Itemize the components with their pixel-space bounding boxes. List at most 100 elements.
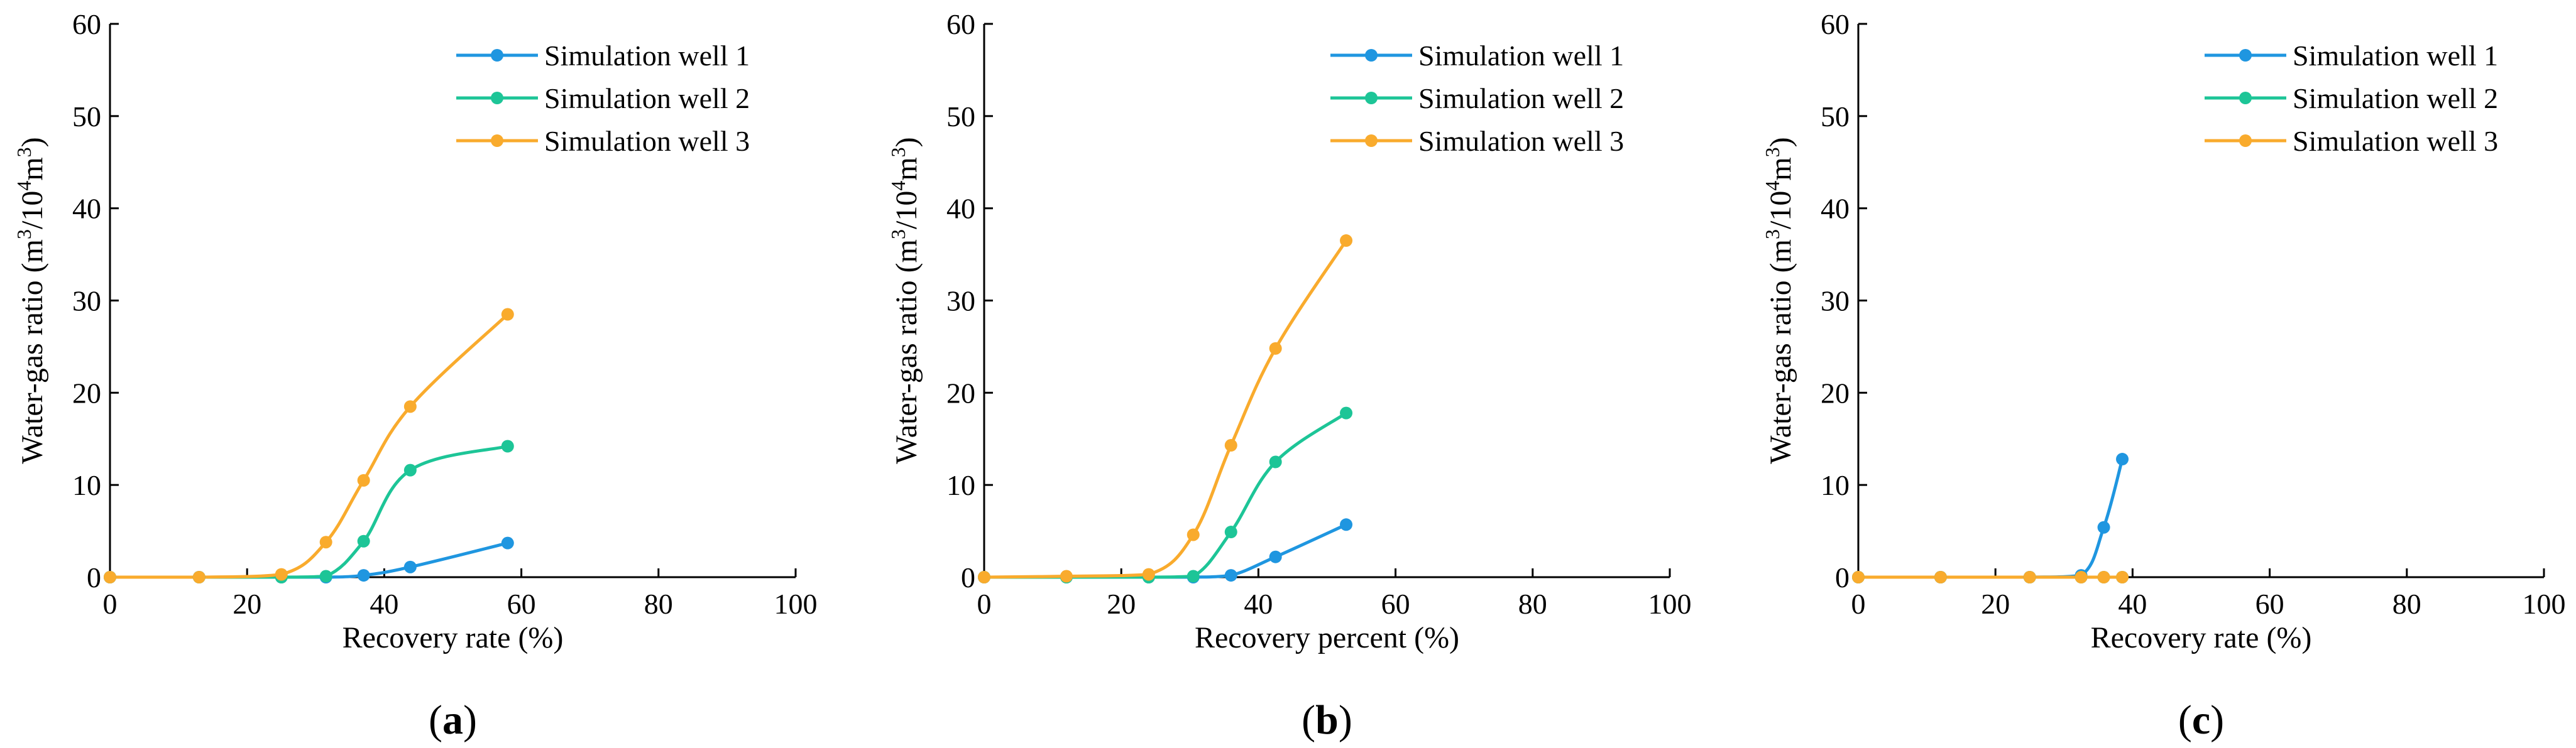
y-axis-label: Water-gas ratio (m3/104m3)	[887, 137, 923, 463]
data-point-well-3	[501, 308, 514, 321]
x-tick-label: 0	[1851, 588, 1866, 620]
data-point-well-1	[2116, 453, 2129, 466]
legend-item-well-2: Simulation well 2	[2205, 82, 2498, 114]
data-point-well-1	[403, 560, 417, 573]
legend-item-well-2: Simulation well 2	[456, 82, 750, 114]
legend-label: Simulation well 2	[544, 82, 750, 114]
legend-item-well-2: Simulation well 2	[1330, 82, 1624, 114]
y-axis-label-part: )	[16, 137, 49, 147]
data-point-well-3	[1269, 342, 1282, 355]
y-axis-label: Water-gas ratio (m3/104m3)	[1761, 137, 1797, 463]
y-tick-label: 20	[1821, 377, 1850, 409]
series-line-well-3	[982, 239, 1348, 579]
data-point-well-3	[403, 400, 417, 413]
legend-marker	[2239, 92, 2252, 104]
data-point-well-1	[1269, 550, 1282, 563]
x-tick-label: 100	[2523, 588, 2566, 620]
y-axis-label-part: m	[890, 157, 923, 180]
panel-label-letter: c	[2192, 697, 2210, 743]
legend-marker	[491, 134, 503, 147]
series-line-well-1	[982, 523, 1348, 579]
x-tick-label: 100	[774, 588, 818, 620]
y-tick-label: 0	[1835, 561, 1850, 594]
data-point-well-3	[1852, 571, 1865, 583]
y-tick-label: 50	[1821, 100, 1850, 133]
data-point-well-1	[2097, 521, 2110, 534]
series-line-well-2	[982, 411, 1348, 579]
x-tick-label: 80	[644, 588, 673, 620]
data-point-well-3	[1934, 571, 1947, 583]
data-point-well-3	[2116, 571, 2129, 583]
legend-item-well-1: Simulation well 1	[456, 40, 750, 72]
y-tick-label: 10	[1821, 469, 1850, 501]
y-tick-label: 50	[72, 100, 101, 133]
data-point-well-3	[2023, 571, 2036, 583]
y-axis-label-part: /10	[1764, 191, 1797, 229]
legend-label: Simulation well 3	[544, 125, 750, 157]
y-axis-label-part: /10	[890, 191, 923, 229]
y-axis-label-part: Water-gas ratio (m	[16, 239, 49, 464]
x-tick-label: 20	[233, 588, 261, 620]
data-point-well-2	[403, 463, 417, 477]
data-point-well-3	[1340, 234, 1353, 247]
y-axis-label-part: )	[890, 137, 923, 147]
series-line-well-3	[108, 313, 510, 579]
y-axis-label-superscript: 3	[887, 147, 909, 157]
data-point-well-3	[1060, 570, 1073, 583]
y-tick-label: 50	[946, 100, 975, 133]
data-point-well-2	[1269, 455, 1282, 469]
y-axis-label-part: m	[16, 157, 49, 180]
y-tick-label: 10	[72, 469, 101, 501]
data-point-well-2	[501, 440, 514, 453]
y-axis-label: Water-gas ratio (m3/104m3)	[13, 137, 49, 463]
y-tick-label: 30	[72, 285, 101, 317]
panel-label: (c)	[2178, 697, 2224, 743]
y-axis-label-part: )	[1764, 137, 1797, 147]
data-point-well-3	[978, 571, 990, 583]
chart-panel-c: 0 10 20 30 40 50 60 0 20 40 60 80 100 Recovery rate (…	[1761, 8, 2566, 743]
y-axis-label-superscript: 3	[13, 147, 35, 157]
y-tick-label: 40	[946, 193, 975, 225]
legend-marker	[1365, 134, 1378, 147]
chart-panel-b: 0 10 20 30 40 50 60 0 20 40 60 80 100 Recovery percen…	[887, 8, 1692, 743]
data-point-well-3	[357, 474, 370, 487]
legend-marker	[491, 49, 503, 62]
x-axis-label: Recovery percent (%)	[1195, 621, 1459, 654]
data-point-well-3	[319, 536, 332, 549]
y-axis-label-part: /10	[16, 191, 49, 229]
data-point-well-1	[357, 569, 370, 582]
x-tick-label: 40	[2118, 588, 2147, 620]
legend-label: Simulation well 3	[2293, 125, 2498, 157]
panel-label-close-paren: )	[1339, 697, 1352, 743]
x-tick-label: 80	[1518, 588, 1547, 620]
legend-label: Simulation well 1	[544, 40, 750, 72]
data-point-well-3	[1187, 528, 1200, 541]
data-point-well-1	[501, 536, 514, 550]
y-axis-label-part: Water-gas ratio (m	[1764, 239, 1797, 464]
legend-item-well-3: Simulation well 3	[1330, 125, 1624, 157]
data-point-well-3	[1224, 439, 1237, 452]
panel-label-letter: b	[1315, 697, 1339, 743]
data-point-well-3	[192, 571, 206, 583]
y-axis-label-superscript: 3	[1761, 229, 1784, 239]
y-tick-label: 40	[1821, 193, 1850, 225]
data-point-well-2	[1224, 526, 1237, 539]
legend-item-well-1: Simulation well 1	[1330, 40, 1624, 72]
x-tick-label: 40	[370, 588, 398, 620]
data-point-well-3	[1142, 568, 1155, 581]
legend-label: Simulation well 2	[1418, 82, 1624, 114]
legend-item-well-3: Simulation well 3	[456, 125, 750, 157]
legend-marker	[2239, 134, 2252, 147]
legend-marker	[1365, 92, 1378, 104]
y-tick-label: 30	[946, 285, 975, 317]
data-point-well-1	[1340, 518, 1353, 531]
y-tick-label: 60	[72, 8, 101, 40]
panel-label: (b)	[1302, 697, 1352, 743]
data-point-well-2	[1187, 570, 1200, 583]
x-tick-label: 0	[103, 588, 118, 620]
data-point-well-1	[1224, 569, 1237, 582]
panel-label: (a)	[429, 697, 477, 743]
panel-label-close-paren: )	[2210, 697, 2224, 743]
x-tick-label: 40	[1244, 588, 1273, 620]
x-tick-label: 20	[1981, 588, 2010, 620]
